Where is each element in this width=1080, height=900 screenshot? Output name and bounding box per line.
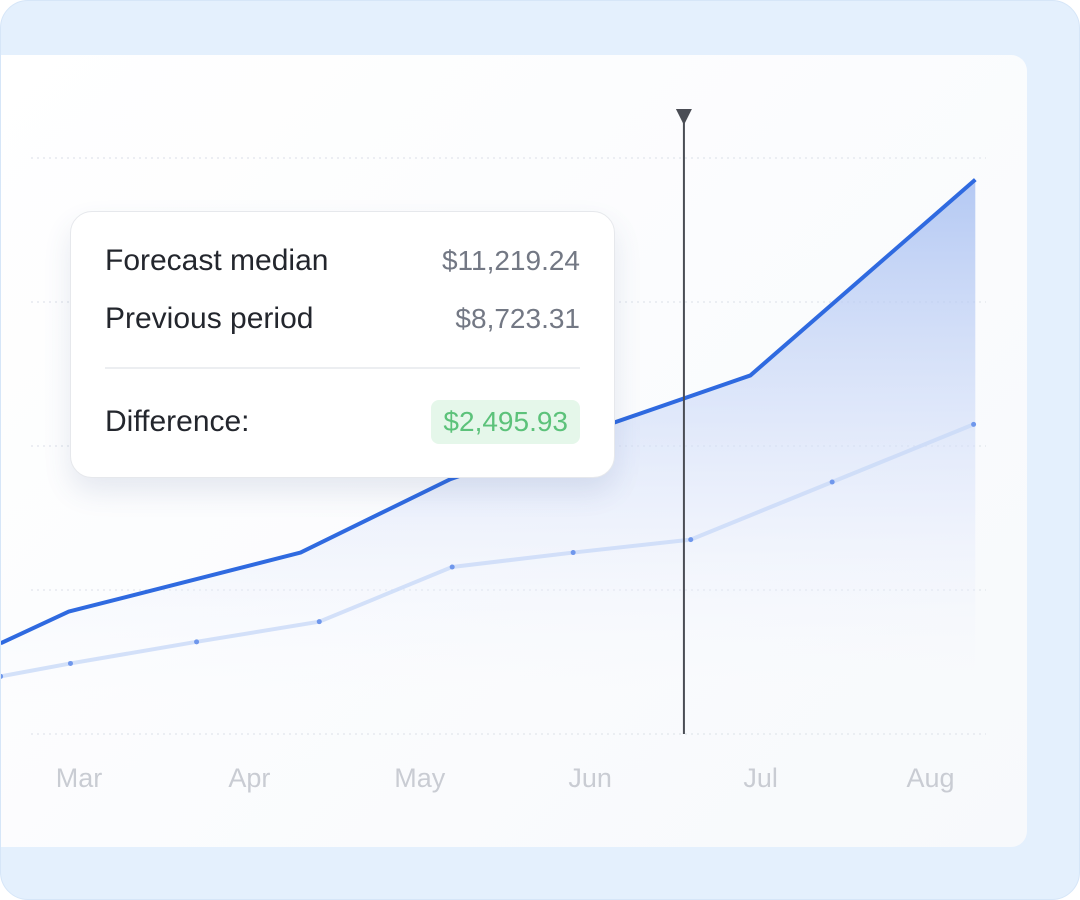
previous-period-point — [1, 673, 4, 679]
forecast-median-line — [1, 178, 977, 646]
previous-period-label: Previous period — [105, 302, 314, 335]
x-tick-label: May — [394, 763, 446, 793]
forecast-area — [1, 179, 976, 734]
x-tick-label: Apr — [228, 763, 271, 793]
crosshair-handle-icon — [675, 109, 692, 125]
divider — [105, 367, 580, 369]
forecast-median-value: $11,219.24 — [441, 245, 580, 276]
previous-period-point — [570, 550, 576, 556]
tooltip: Forecast median $11,219.24 Previous peri… — [70, 211, 615, 478]
previous-period-point — [194, 639, 200, 645]
previous-period-point — [688, 537, 694, 543]
difference-badge: $2,495.93 — [431, 400, 580, 444]
previous-period-point — [971, 421, 977, 427]
previous-period-row: Previous period $8,723.31 — [105, 302, 580, 336]
forecast-median-label: Forecast median — [105, 244, 329, 277]
previous-period-value: $8,723.31 — [455, 303, 580, 334]
x-tick-label: Jun — [568, 763, 612, 793]
previous-period-point — [829, 479, 835, 485]
x-tick-label: Aug — [906, 763, 955, 793]
difference-label: Difference: — [105, 405, 250, 438]
difference-row: Difference: $2,495.93 — [105, 400, 580, 444]
x-tick-label: Jul — [743, 763, 778, 793]
forecast-median-row: Forecast median $11,219.24 — [105, 244, 580, 278]
previous-period-point — [316, 619, 322, 625]
previous-period-point — [67, 660, 73, 666]
x-tick-label: Mar — [55, 763, 103, 793]
previous-period-point — [449, 564, 455, 570]
